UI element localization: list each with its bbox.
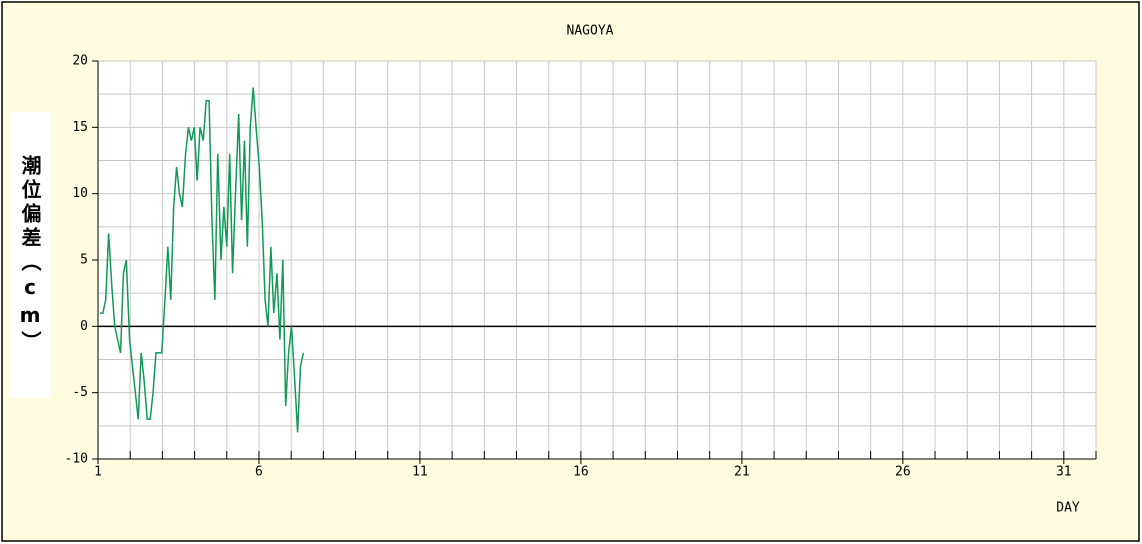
data-line xyxy=(99,87,305,433)
x-tick-label: 6 xyxy=(255,465,263,480)
y-axis-label: 潮位偏差（cm） xyxy=(9,112,51,398)
x-tick-label: 1 xyxy=(94,465,102,480)
y-tick-label: 5 xyxy=(80,253,88,268)
x-tick-label: 26 xyxy=(895,465,911,480)
y-tick-label: -5 xyxy=(72,385,88,400)
chart-title: NAGOYA xyxy=(567,24,614,39)
y-tick-label: 15 xyxy=(72,120,88,135)
y-tick-label: -10 xyxy=(65,452,88,467)
x-axis-label: DAY xyxy=(1056,501,1080,516)
y-tick-label: 10 xyxy=(72,186,88,201)
x-tick-label: 31 xyxy=(1056,465,1072,480)
y-tick-label: 20 xyxy=(72,54,88,69)
y-tick-label: 0 xyxy=(80,319,88,334)
x-tick-label: 11 xyxy=(412,465,428,480)
x-tick-label: 21 xyxy=(734,465,750,480)
x-tick-label: 16 xyxy=(573,465,589,480)
